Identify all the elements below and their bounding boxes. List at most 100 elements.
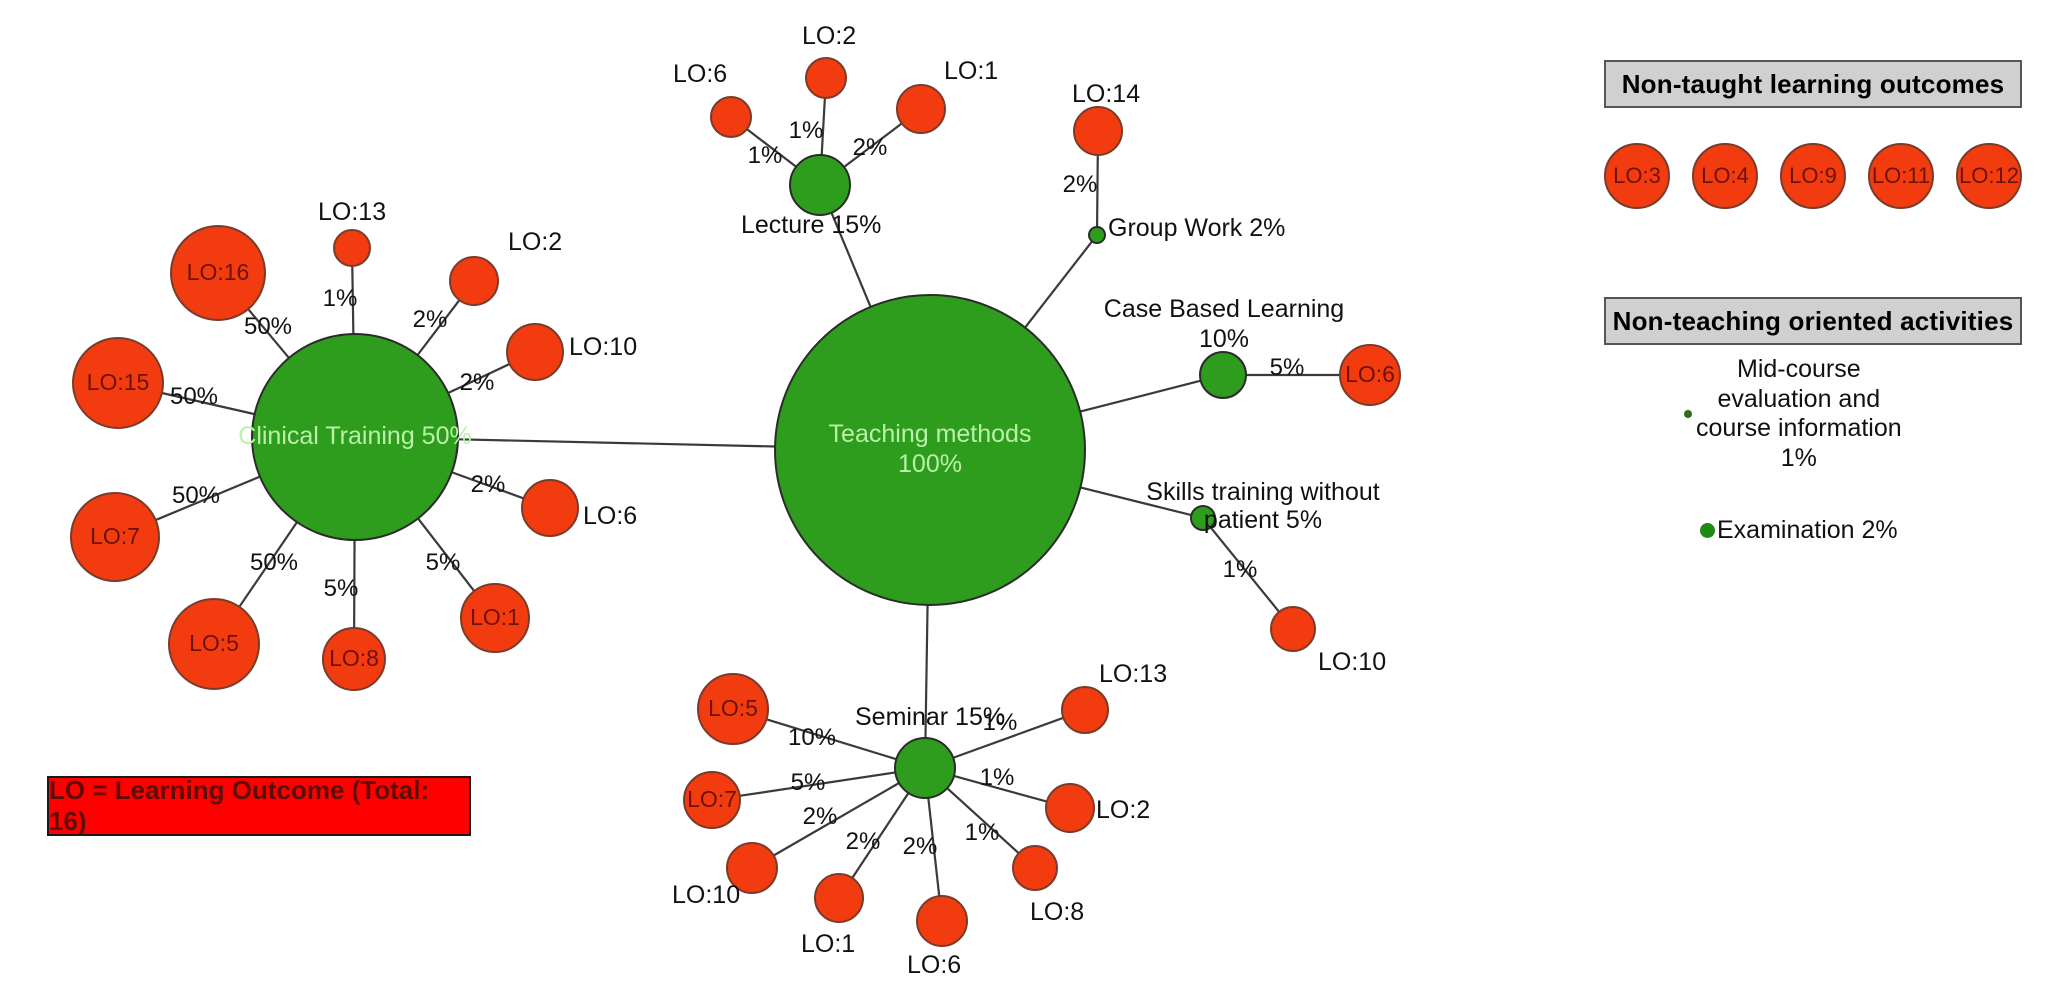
edge-percent-seminar-sem-lo5: 10%: [788, 724, 836, 751]
edge-teaching-to-seminar: [924, 604, 929, 739]
node-casebased[interactable]: [1199, 351, 1247, 399]
node-lec-lo1[interactable]: [896, 84, 946, 134]
edge-teaching-to-skills: [1080, 486, 1192, 517]
node-sem-lo1[interactable]: [814, 873, 864, 923]
node-ct-lo16[interactable]: [170, 225, 266, 321]
chip-label: LO:4: [1701, 163, 1749, 188]
edge-percent-groupwork-gw-lo14: 2%: [1063, 171, 1098, 198]
edge-clinical-ct-lo7: [155, 475, 261, 522]
node-label-lec-lo1: LO:1: [944, 57, 998, 85]
edge-skills-skills-lo10: [1209, 526, 1280, 613]
node-label-sem-lo8: LO:8: [1030, 898, 1084, 926]
edge-percent-clinical-ct-lo6: 2%: [471, 471, 506, 498]
node-ct-lo1[interactable]: [460, 583, 530, 653]
node-label-gw-lo14: LO:14: [1072, 80, 1140, 108]
node-skills[interactable]: [1190, 505, 1216, 531]
node-sem-lo2[interactable]: [1045, 783, 1095, 833]
node-ct-lo13[interactable]: [333, 229, 371, 267]
activity-item-mid-course-evaluation: Mid-course evaluation and course informa…: [1684, 355, 1944, 473]
activity-label: Mid-course evaluation and course informa…: [1696, 355, 1902, 472]
chip-label: LO:12: [1959, 163, 2019, 188]
legend-non-taught-title: Non-taught learning outcomes: [1621, 68, 2005, 99]
edge-teaching-to-lecture: [830, 212, 872, 308]
node-seminar[interactable]: [894, 737, 956, 799]
edge-seminar-sem-lo13: [952, 716, 1064, 759]
edge-percent-clinical-ct-lo7: 50%: [172, 482, 220, 509]
edge-lecture-lec-lo6: [746, 128, 797, 168]
edge-percent-clinical-ct-lo8: 5%: [324, 575, 359, 602]
green-dot-icon: [1684, 410, 1692, 418]
node-skills-lo10[interactable]: [1270, 606, 1316, 652]
node-label-ct-lo16: LO:16: [187, 259, 250, 285]
edge-percent-seminar-sem-lo2: 1%: [980, 764, 1015, 791]
learning-outcome-key-text: LO = Learning Outcome (Total: 16): [49, 775, 430, 836]
node-clinical[interactable]: [251, 333, 459, 541]
node-ct-lo2[interactable]: [449, 256, 499, 306]
node-label-teaching: Teaching methods 100%: [829, 420, 1032, 478]
edge-clinical-ct-lo2: [416, 299, 461, 356]
node-sem-lo10[interactable]: [726, 842, 778, 894]
legend-non-teaching-title: Non-teaching oriented activities: [1612, 305, 2014, 336]
chip-label: LO:11: [1871, 163, 1931, 188]
legend-non-teaching-panel: Non-teaching oriented activities: [1604, 297, 2022, 345]
node-teaching[interactable]: [774, 294, 1086, 606]
edge-seminar-sem-lo2: [953, 774, 1048, 803]
edge-percent-casebased-cbl-lo6: 5%: [1270, 354, 1305, 381]
node-lec-lo6[interactable]: [710, 96, 752, 138]
node-sem-lo8[interactable]: [1012, 845, 1058, 891]
node-ct-lo15[interactable]: [72, 337, 164, 429]
green-dot-icon: [1700, 523, 1715, 539]
node-sem-lo7[interactable]: [683, 771, 741, 829]
edge-percent-lecture-lec-lo6: 1%: [748, 142, 783, 169]
node-label-ct-lo15: LO:15: [87, 369, 150, 395]
node-ct-lo5[interactable]: [168, 598, 260, 690]
edge-percent-seminar-sem-lo13: 1%: [983, 709, 1018, 736]
non-taught-lo-chip-lo9[interactable]: LO:9: [1780, 143, 1846, 209]
node-label-cbl-lo6: LO:6: [1345, 361, 1395, 387]
edge-percent-seminar-sem-lo6: 2%: [903, 833, 938, 860]
nodes-layer: [70, 57, 1401, 947]
edge-percent-seminar-sem-lo1: 2%: [846, 828, 881, 855]
node-label-lec-lo2: LO:2: [802, 22, 856, 50]
non-taught-lo-chip-lo11[interactable]: LO:11: [1868, 143, 1934, 209]
edge-teaching-to-groupwork: [1024, 240, 1093, 329]
node-label-ct-lo7: LO:7: [90, 523, 140, 549]
non-taught-lo-chip-lo3[interactable]: LO:3: [1604, 143, 1670, 209]
node-sem-lo5[interactable]: [697, 673, 769, 745]
node-label-sem-lo2: LO:2: [1096, 796, 1150, 824]
chip-label: LO:9: [1789, 163, 1837, 188]
chip-label: LO:3: [1613, 163, 1661, 188]
edge-percent-seminar-sem-lo10: 2%: [803, 803, 838, 830]
node-lecture[interactable]: [789, 154, 851, 216]
node-cbl-lo6[interactable]: [1339, 344, 1401, 406]
node-sem-lo13[interactable]: [1061, 686, 1109, 734]
edge-clinical-ct-lo1: [417, 517, 476, 592]
node-lec-lo2[interactable]: [805, 57, 847, 99]
edge-percent-seminar-sem-lo8: 1%: [965, 819, 1000, 846]
node-label-lec-lo6: LO:6: [673, 60, 727, 88]
node-ct-lo7[interactable]: [70, 492, 160, 582]
node-gw-lo14[interactable]: [1073, 106, 1123, 156]
non-taught-lo-chip-lo4[interactable]: LO:4: [1692, 143, 1758, 209]
node-ct-lo6[interactable]: [521, 479, 579, 537]
node-groupwork[interactable]: [1088, 226, 1106, 244]
node-label-sem-lo7: LO:7: [687, 786, 737, 812]
node-label-sem-lo6: LO:6: [907, 951, 961, 979]
edge-seminar-sem-lo8: [946, 787, 1020, 855]
edge-percent-clinical-ct-lo13: 1%: [323, 285, 358, 312]
node-ct-lo8[interactable]: [322, 627, 386, 691]
edge-seminar-sem-lo7: [739, 771, 896, 797]
node-ct-lo10[interactable]: [506, 323, 564, 381]
edge-lecture-lec-lo2: [820, 97, 826, 156]
node-label-ct-lo5: LO:5: [189, 630, 239, 656]
edge-seminar-sem-lo10: [773, 782, 900, 857]
node-label-lecture: Lecture 15%: [741, 211, 881, 239]
node-sem-lo6[interactable]: [916, 895, 968, 947]
node-label-skills-lo10: LO:10: [1318, 648, 1386, 676]
activity-label: Examination 2%: [1717, 516, 1898, 544]
activity-item-examination: Examination 2%: [1700, 516, 1898, 546]
edge-percent-clinical-ct-lo10: 2%: [460, 369, 495, 396]
lbl-casebased: Case Based Learning: [1104, 295, 1344, 323]
non-taught-lo-chip-lo12[interactable]: LO:12: [1956, 143, 2022, 209]
